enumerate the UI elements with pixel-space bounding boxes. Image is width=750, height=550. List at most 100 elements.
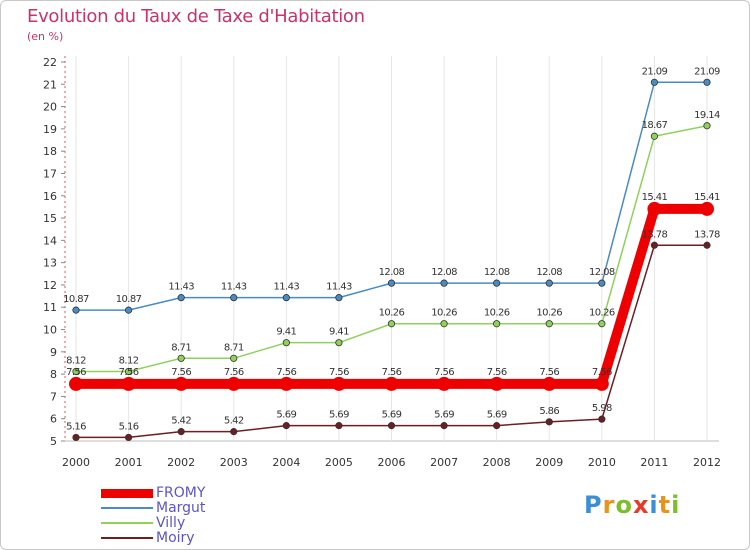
data-point-fromy (121, 376, 136, 391)
series-villy (72, 122, 711, 376)
data-label-fromy: 7.56 (539, 367, 559, 378)
y-tick-label: 18 (43, 145, 57, 158)
y-tick-label: 12 (43, 279, 57, 292)
logo-letter: r (602, 491, 616, 519)
data-label-margut: 12.08 (379, 267, 405, 278)
y-tick-label: 5 (50, 435, 57, 448)
y-tick-label: 10 (43, 324, 57, 337)
data-label-fromy: 7.56 (119, 367, 139, 378)
chart-title: Evolution du Taux de Taxe d'Habitation (27, 6, 365, 27)
data-label-moiry: 5.16 (119, 421, 139, 432)
legend-label-fromy: FROMY (156, 485, 206, 501)
data-label-moiry: 13.78 (694, 229, 720, 240)
data-label-moiry: 5.69 (382, 410, 402, 421)
data-point-fromy (437, 376, 452, 391)
data-label-fromy: 7.56 (224, 367, 244, 378)
data-point-fromy (489, 376, 504, 391)
data-label-villy: 8.71 (171, 342, 191, 353)
y-tick-label: 8 (50, 368, 57, 381)
data-label-fromy: 7.56 (382, 367, 402, 378)
data-label-villy: 10.26 (589, 308, 615, 319)
data-label-villy: 8.12 (66, 355, 86, 366)
data-label-margut: 21.09 (694, 66, 720, 77)
logo-letter: i (649, 491, 659, 519)
data-point-moiry (545, 418, 553, 426)
y-tick-label: 21 (43, 78, 57, 91)
data-point-margut (703, 78, 711, 86)
data-label-villy: 8.71 (224, 342, 244, 353)
data-label-margut: 12.08 (589, 267, 615, 278)
y-tick-label: 22 (43, 56, 57, 69)
x-tick-label: 2005 (325, 456, 353, 469)
data-label-fromy: 7.56 (276, 367, 296, 378)
logo-letter: i (671, 491, 681, 519)
y-tick-label: 16 (43, 190, 57, 203)
data-label-margut: 10.87 (116, 294, 142, 305)
x-tick-label: 2002 (167, 456, 195, 469)
data-point-moiry (72, 433, 80, 442)
data-label-villy: 8.12 (119, 355, 139, 366)
proxiti-logo: Proxiti (584, 491, 680, 519)
data-point-villy (282, 339, 290, 347)
x-tick-label: 2004 (272, 456, 300, 469)
data-point-moiry (703, 241, 711, 249)
data-label-moiry: 5.16 (66, 421, 86, 432)
data-label-margut: 11.43 (326, 282, 352, 293)
data-label-moiry: 5.98 (592, 403, 612, 414)
series-margut (72, 78, 711, 314)
legend-label-villy: Villy (156, 515, 186, 531)
y-tick-label: 14 (43, 234, 57, 247)
x-tick-label: 2000 (62, 456, 90, 469)
data-point-villy (335, 339, 343, 347)
x-tick-label: 2003 (220, 456, 248, 469)
data-label-moiry: 5.69 (276, 410, 296, 421)
data-point-moiry (387, 422, 396, 430)
data-point-villy (387, 320, 396, 328)
y-tick-label: 19 (43, 123, 57, 136)
data-point-moiry (282, 422, 290, 430)
y-tick-label: 9 (50, 346, 57, 359)
data-label-fromy: 7.56 (592, 367, 612, 378)
logo-letter: P (584, 491, 603, 519)
x-tick-label: 2009 (535, 456, 563, 469)
data-point-moiry (650, 241, 659, 249)
series-group (69, 78, 714, 442)
data-point-moiry (124, 433, 133, 442)
data-point-margut (335, 294, 343, 302)
data-label-moiry: 13.78 (642, 229, 668, 240)
series-fromy (69, 201, 714, 391)
data-point-villy (440, 320, 448, 328)
legend-swatch-moiry (101, 537, 153, 539)
data-point-margut (282, 294, 290, 302)
data-label-moiry: 5.69 (434, 410, 454, 421)
legend-swatch-margut (101, 507, 153, 509)
data-point-moiry (335, 422, 343, 430)
data-point-margut (124, 306, 133, 314)
x-tick-label: 2011 (640, 456, 668, 469)
data-label-margut: 11.43 (274, 282, 300, 293)
y-tick-label: 15 (43, 212, 57, 225)
data-label-villy: 9.41 (329, 327, 349, 338)
data-point-margut (387, 279, 396, 287)
data-label-margut: 11.43 (168, 282, 194, 293)
data-point-margut (72, 306, 80, 314)
data-point-villy (650, 132, 659, 140)
x-tick-label: 2001 (115, 456, 143, 469)
data-label-villy: 19.14 (694, 110, 720, 121)
data-point-villy (230, 354, 238, 362)
data-point-margut (440, 279, 448, 287)
data-label-fromy: 15.41 (694, 192, 720, 203)
data-point-moiry (177, 428, 185, 436)
x-tick-label: 2006 (378, 456, 406, 469)
data-label-fromy: 15.41 (642, 192, 668, 203)
data-point-margut (545, 279, 553, 287)
data-label-fromy: 7.56 (171, 367, 191, 378)
data-label-villy: 10.26 (536, 308, 562, 319)
y-tick-label: 20 (43, 101, 57, 114)
data-point-fromy (700, 201, 714, 216)
data-label-villy: 10.26 (379, 308, 405, 319)
y-tick-label: 6 (50, 413, 57, 426)
data-label-moiry: 5.86 (539, 406, 559, 417)
x-tick-label: 2007 (430, 456, 458, 469)
